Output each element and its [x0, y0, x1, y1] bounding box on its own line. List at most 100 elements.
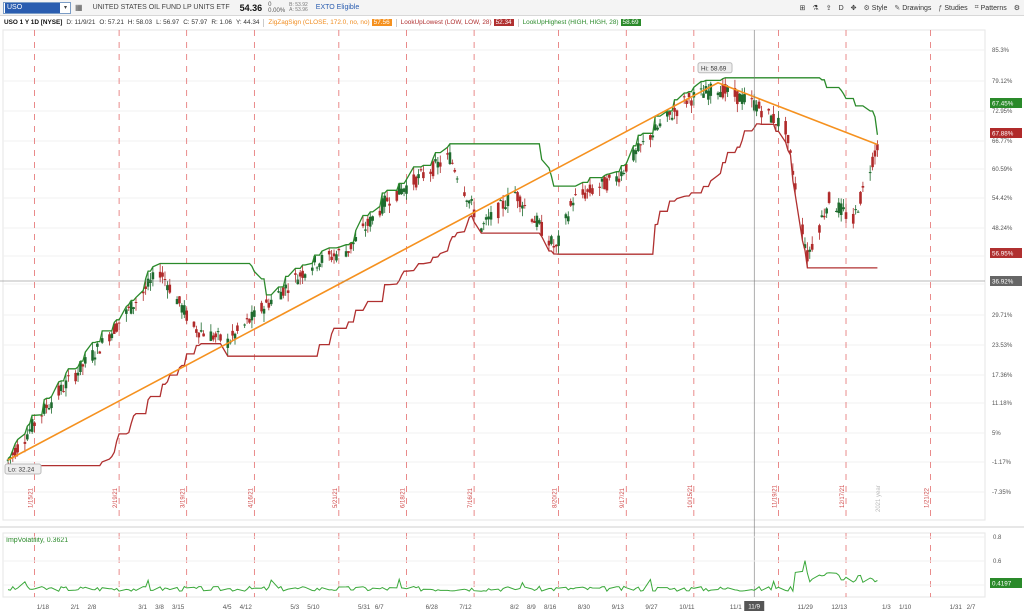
candle [414, 175, 418, 191]
candle [653, 116, 657, 131]
candle-body [298, 272, 302, 277]
candle-body [320, 254, 324, 263]
candle [253, 306, 256, 318]
flask-icon[interactable]: ⚗ [812, 5, 819, 12]
candle [180, 303, 184, 319]
candle [231, 324, 234, 342]
lo-bubble [4, 463, 42, 475]
drawings-button[interactable]: ✎ Drawings [894, 4, 932, 13]
candle [50, 396, 53, 414]
settings-icon[interactable]: ⚙ [1013, 5, 1020, 12]
candle-body [129, 301, 133, 314]
candle [755, 100, 758, 117]
candle [296, 274, 300, 285]
candle-body [685, 100, 688, 105]
candle-body [23, 441, 27, 444]
candle-body [112, 323, 116, 334]
candle [438, 155, 442, 174]
symbol-selector[interactable]: USO ▾ [3, 1, 71, 14]
candle [499, 197, 502, 202]
symbol-input[interactable]: USO [5, 2, 60, 13]
candle-body [736, 91, 739, 105]
candle [702, 85, 705, 98]
candle-body [634, 150, 638, 155]
link-icon[interactable]: ▦ [75, 3, 83, 12]
last-price: 54.36 [239, 2, 263, 13]
candle-body [209, 331, 213, 341]
x-tick-label: 1/18 [37, 604, 50, 611]
crosshair-icon[interactable]: ✥ [850, 5, 857, 12]
candle [786, 134, 790, 151]
candle [182, 300, 186, 319]
candle-body [723, 83, 727, 94]
x-tick-label: 3/8 [155, 604, 164, 611]
candle-body [859, 191, 862, 204]
timeframe-button[interactable]: D [838, 4, 844, 12]
candle [591, 184, 594, 196]
x-tick-label: 7/12 [459, 604, 472, 611]
studies-icon: ƒ [938, 4, 943, 12]
candle [617, 172, 621, 187]
studies-button[interactable]: ƒ Studies [938, 5, 967, 12]
candle [810, 236, 814, 252]
candle [861, 181, 865, 193]
candle-body [125, 309, 128, 314]
candle-body [349, 242, 353, 250]
candle [533, 215, 536, 223]
uso-logo: United States Oil™ [12, 44, 34, 71]
candle-body [591, 188, 594, 194]
candle [144, 278, 147, 295]
y-tick-label: 17.36% [992, 373, 1013, 379]
candle [93, 351, 97, 366]
candle-body [313, 255, 317, 263]
grid-icon[interactable]: ⊞ [799, 5, 806, 12]
zigzag-study-value: 57.56 [371, 19, 392, 26]
candle-body [405, 185, 408, 194]
lowest-study-label[interactable]: LookUpLowest (LOW, LOW, 28) [400, 19, 492, 26]
chart-legend: USO 1 Y 1D [NYSE] D: 11/9/21 O: 57.21 H:… [0, 17, 1024, 28]
candle [716, 91, 720, 100]
candle-body [513, 191, 517, 193]
chevron-down-icon[interactable]: ▾ [63, 5, 67, 11]
candle [639, 143, 643, 153]
candle [588, 177, 592, 197]
y-tick-label: -1.17% [992, 460, 1012, 466]
candle-body [286, 290, 290, 293]
candle-body [470, 199, 473, 201]
candle [808, 246, 812, 259]
candle-body [26, 434, 29, 440]
candle-body [301, 270, 304, 278]
expiration-label: 3/19/21 [181, 487, 187, 508]
candle [248, 318, 251, 324]
candle-body [552, 245, 556, 248]
candle-body [344, 251, 348, 257]
candle [303, 273, 307, 281]
patterns-button[interactable]: ⌗ Patterns [975, 4, 1007, 12]
candle-body [211, 335, 215, 340]
highest-study-label[interactable]: LookUpHighest (HIGH, HIGH, 28) [522, 19, 619, 26]
share-icon[interactable]: ⇪ [825, 5, 832, 12]
legend-close: C: 57.97 [183, 19, 208, 26]
candle-body [467, 200, 471, 204]
style-button[interactable]: ⚙ Style [864, 4, 888, 13]
extended-hours-badge[interactable]: EXTO Eligible [315, 4, 360, 11]
candle [540, 214, 544, 237]
zigzag-study-label[interactable]: ZigZagSign (CLOSE, 172.0, no, no) [268, 19, 370, 26]
expiration-label: 8/20/21 [553, 487, 559, 508]
candle-body [709, 83, 713, 96]
candle [23, 433, 27, 453]
candle-body [67, 375, 70, 377]
candle-body [769, 115, 773, 123]
x-tick-label: 3/1 [138, 604, 147, 611]
candle [632, 145, 635, 162]
candle [574, 188, 577, 196]
candle [294, 268, 297, 283]
candle-body [178, 296, 181, 304]
candle [801, 217, 804, 241]
candle-body [419, 169, 423, 171]
drawings-label: Drawings [902, 4, 932, 12]
candle [228, 339, 232, 345]
candle [472, 201, 476, 222]
candle-body [214, 333, 217, 338]
